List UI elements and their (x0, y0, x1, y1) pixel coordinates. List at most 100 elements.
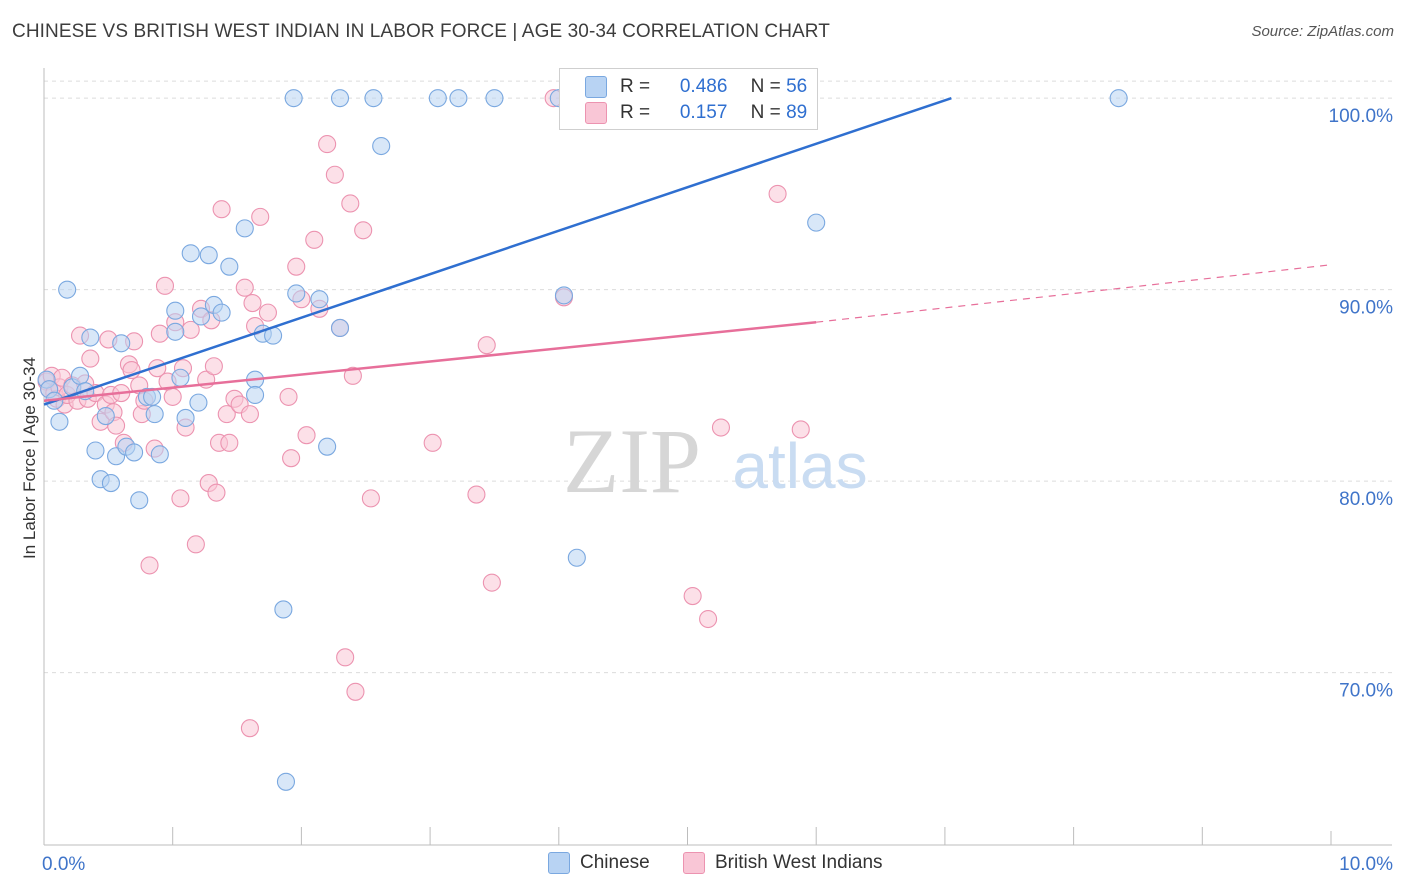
data-point (101, 474, 120, 493)
x-tick-label-max: 10.0% (1339, 854, 1393, 875)
n-value: 89 (786, 102, 808, 123)
data-point (346, 682, 365, 701)
data-point (354, 221, 373, 240)
data-point (1109, 89, 1128, 108)
watermark-zip: ZIP (563, 410, 701, 512)
data-point (240, 405, 259, 424)
x-tick-label-min: 0.0% (42, 854, 85, 875)
british-west-indians-legend-swatch (683, 852, 705, 874)
data-point (699, 609, 718, 629)
data-point (807, 213, 826, 232)
british-west-indians-swatch (585, 102, 607, 124)
data-point (477, 336, 496, 355)
r-label: R = (620, 102, 651, 123)
data-point (181, 244, 200, 263)
chart-title: CHINESE VS BRITISH WEST INDIAN IN LABOR … (12, 21, 830, 42)
legend-item-british-west-indians[interactable]: British West Indians (683, 852, 883, 874)
data-point (274, 600, 293, 619)
data-point (176, 408, 195, 428)
data-point (343, 366, 362, 385)
data-point (130, 491, 149, 510)
data-point (305, 230, 324, 249)
data-point (449, 89, 468, 108)
data-point (318, 437, 337, 456)
y-axis-label: In Labor Force | Age 30-34 (20, 357, 39, 559)
data-point (336, 648, 355, 667)
r-value: 0.157 (679, 102, 728, 123)
data-point (212, 200, 231, 219)
data-point (482, 573, 501, 592)
n-value: 56 (786, 76, 808, 97)
data-point (50, 412, 69, 431)
data-point (341, 194, 360, 213)
data-point (163, 387, 182, 406)
data-point (171, 489, 190, 508)
data-point (567, 548, 586, 567)
stats-legend: R = 0.486 N = 56 R = 0.157 N = 89 (559, 68, 818, 130)
data-point (246, 385, 265, 405)
data-point (364, 89, 383, 108)
data-point (251, 207, 270, 226)
n-label: N = (750, 102, 781, 123)
data-point (125, 443, 144, 462)
data-point (204, 357, 223, 376)
data-point (428, 89, 447, 108)
data-point (220, 433, 239, 452)
axes (43, 68, 1392, 846)
data-point (361, 489, 380, 508)
data-point (554, 286, 573, 305)
chinese-legend-swatch (548, 852, 570, 874)
data-point (372, 136, 391, 156)
chinese-swatch (585, 76, 607, 98)
y-tick-label: 100.0% (1329, 106, 1394, 127)
source-label: Source: ZipAtlas.com (1251, 23, 1394, 40)
data-point (282, 449, 301, 468)
data-point (166, 322, 185, 341)
legend-label-chinese: Chinese (580, 852, 650, 873)
data-point (276, 772, 296, 791)
y-tick-label: 70.0% (1339, 681, 1393, 702)
trend-lines (43, 96, 1332, 406)
data-point (81, 349, 100, 368)
bottom-legend: Chinese British West Indians (0, 852, 1406, 878)
data-point (423, 433, 442, 452)
tick-labels: 70.0% 80.0% 90.0% 100.0% 0.0% 10.0% (42, 106, 1393, 875)
data-point (86, 441, 105, 460)
data-point (485, 89, 504, 108)
data-point (212, 303, 231, 322)
data-point (310, 290, 329, 309)
data-point (791, 420, 810, 439)
data-point (235, 219, 254, 238)
data-point (191, 307, 211, 326)
data-point (58, 280, 77, 299)
n-label: N = (750, 76, 781, 97)
watermark: ZIP atlas (563, 410, 868, 512)
data-point (240, 719, 259, 738)
y-tick-label: 90.0% (1339, 298, 1393, 319)
watermark-atlas: atlas (732, 430, 867, 502)
data-point (217, 405, 236, 424)
data-point (243, 294, 262, 313)
r-label: R = (620, 76, 651, 97)
data-point (284, 89, 303, 108)
data-point (220, 257, 239, 276)
r-value: 0.486 (679, 76, 728, 97)
data-point (140, 556, 159, 575)
chinese-trend-line (43, 96, 952, 406)
data-point (467, 485, 486, 504)
legend-item-chinese[interactable]: Chinese (548, 852, 650, 874)
data-point (711, 418, 731, 437)
data-point (683, 586, 702, 606)
data-point (150, 445, 169, 464)
data-point (171, 368, 190, 387)
data-point (189, 393, 208, 412)
data-point (155, 276, 175, 295)
data-point (258, 303, 277, 322)
data-point (145, 405, 164, 424)
data-point (81, 328, 100, 347)
data-point (287, 284, 306, 303)
legend-label-british-west-indians: British West Indians (715, 852, 883, 873)
data-point (150, 324, 169, 343)
data-point (318, 135, 337, 154)
